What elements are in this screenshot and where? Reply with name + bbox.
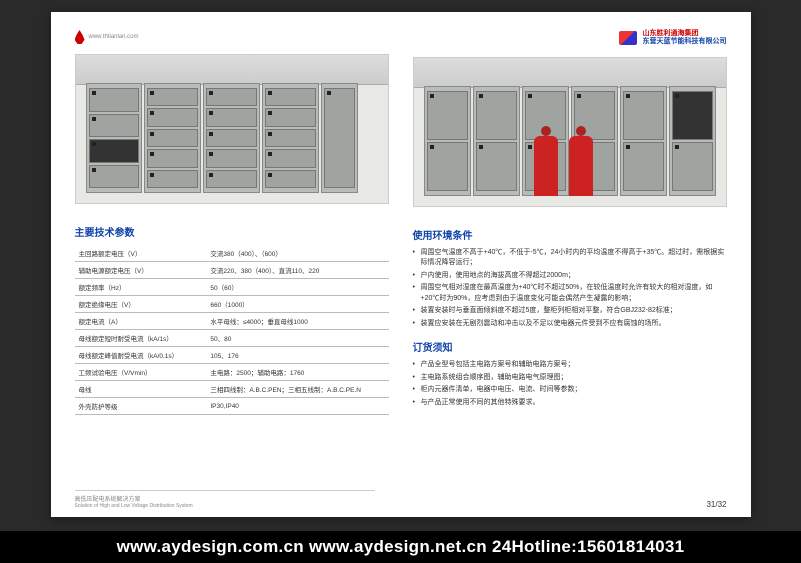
spec-val: 三相四线制：A.B.C.PEN；三相五线制：A.B.C.PE.N <box>206 381 388 398</box>
page-number: 31/32 <box>706 500 726 509</box>
page-footer-left: 高低压配电系统解决方案 Solution of High and Low Vol… <box>75 490 375 509</box>
right-column: 山东胜利通海集团 东营天蓝节能科技有限公司 使用环境条件 周围空气温度 <box>413 30 727 507</box>
spec-val: 50（60） <box>206 279 388 296</box>
spec-val: 水平母线：≤4000；垂直母线1000 <box>206 313 388 330</box>
brand-text: 山东胜利通海集团 东营天蓝节能科技有限公司 <box>643 30 727 47</box>
spec-key: 母线额定峰值耐受电流（kA/0.1s） <box>75 347 207 364</box>
header-right: 山东胜利通海集团 东营天蓝节能科技有限公司 <box>413 30 727 47</box>
table-row: 外壳防护等级IP30,IP40 <box>75 398 389 415</box>
photo-switchgear <box>75 54 389 204</box>
table-row: 辅助电源额定电压（V）交流220、380（400）、直流110、220 <box>75 262 389 279</box>
table-row: 母线额定峰值耐受电流（kA/0.1s）105、176 <box>75 347 389 364</box>
footer-title-en: Solution of High and Low Voltage Distrib… <box>75 503 375 509</box>
watermark-footer: www.aydesign.com.cn www.aydesign.net.cn … <box>0 531 801 563</box>
spec-key: 额定频率（Hz） <box>75 279 207 296</box>
table-row: 额定频率（Hz）50（60） <box>75 279 389 296</box>
list-item: 主电路系统组合顺序图，辅助电路电气原理图； <box>413 373 727 384</box>
list-item: 与产品正常使用不同的其他特殊要求。 <box>413 398 727 409</box>
left-column: www.thtianlan.com 主要技术参数 主回路额定电压（V）交流380… <box>75 30 389 507</box>
list-item: 户内使用，使用地点的海拔高度不得超过2000m； <box>413 271 727 282</box>
spec-val: 105、176 <box>206 347 388 364</box>
order-list: 产品全型号包括主电路方案号和辅助电路方案号； 主电路系统组合顺序图，辅助电路电气原… <box>413 360 727 410</box>
footer-title-cn: 高低压配电系统解决方案 <box>75 494 375 503</box>
env-list: 周围空气温度不高于+40℃，不低于-5℃，24小时内的平均温度不得高于+35℃。… <box>413 248 727 332</box>
table-row: 额定绝缘电压（V）660（1000） <box>75 296 389 313</box>
spec-val: 50、80 <box>206 330 388 347</box>
env-title: 使用环境条件 <box>413 227 727 242</box>
document-viewer: www.thtianlan.com 主要技术参数 主回路额定电压（V）交流380… <box>0 0 801 563</box>
spec-key: 工频试验电压（V/Vmin） <box>75 364 207 381</box>
header-left: www.thtianlan.com <box>75 30 389 44</box>
brand-logo-icon <box>619 31 637 45</box>
table-row: 母线三相四线制：A.B.C.PEN；三相五线制：A.B.C.PE.N <box>75 381 389 398</box>
list-item: 周围空气温度不高于+40℃，不低于-5℃，24小时内的平均温度不得高于+35℃。… <box>413 248 727 269</box>
photo-workers <box>413 57 727 207</box>
spec-key: 母线额定短时耐受电流（kA/1s） <box>75 330 207 347</box>
table-row: 额定电流（A）水平母线：≤4000；垂直母线1000 <box>75 313 389 330</box>
list-item: 周围空气相对湿度在最高温度为+40℃时不超过50%，在较低温度时允许有较大的相对… <box>413 283 727 304</box>
header-url: www.thtianlan.com <box>89 34 139 40</box>
list-item: 产品全型号包括主电路方案号和辅助电路方案号； <box>413 360 727 371</box>
spec-key: 母线 <box>75 381 207 398</box>
list-item: 柜内元器件清单，电器中电压、电流、时间等参数； <box>413 385 727 396</box>
spec-key: 额定电流（A） <box>75 313 207 330</box>
list-item: 装置安装时与垂直面倾斜度不超过5度，整柜列柜相对平整，符合GBJ232-82标准… <box>413 306 727 317</box>
spec-val: 660（1000） <box>206 296 388 313</box>
spec-val: 交流220、380（400）、直流110、220 <box>206 262 388 279</box>
order-title: 订货须知 <box>413 339 727 354</box>
brochure-page: www.thtianlan.com 主要技术参数 主回路额定电压（V）交流380… <box>51 12 751 517</box>
footer-text: www.aydesign.com.cn www.aydesign.net.cn … <box>117 537 685 557</box>
flame-icon <box>75 30 85 44</box>
spec-key: 辅助电源额定电压（V） <box>75 262 207 279</box>
table-row: 主回路额定电压（V）交流380（400）、（600） <box>75 245 389 262</box>
specs-title: 主要技术参数 <box>75 224 389 239</box>
spec-key: 额定绝缘电压（V） <box>75 296 207 313</box>
spec-val: IP30,IP40 <box>206 398 388 415</box>
spec-key: 外壳防护等级 <box>75 398 207 415</box>
specs-table: 主回路额定电压（V）交流380（400）、（600）辅助电源额定电压（V）交流2… <box>75 245 389 415</box>
spec-val: 交流380（400）、（600） <box>206 245 388 262</box>
brand-line2: 东营天蓝节能科技有限公司 <box>643 38 727 46</box>
spec-val: 主电路：2500；辅助电路：1760 <box>206 364 388 381</box>
spec-key: 主回路额定电压（V） <box>75 245 207 262</box>
list-item: 装置应安装在无剧烈震动和冲击以及不足以使电器元件受到不应有腐蚀的场所。 <box>413 319 727 330</box>
table-row: 母线额定短时耐受电流（kA/1s）50、80 <box>75 330 389 347</box>
table-row: 工频试验电压（V/Vmin）主电路：2500；辅助电路：1760 <box>75 364 389 381</box>
